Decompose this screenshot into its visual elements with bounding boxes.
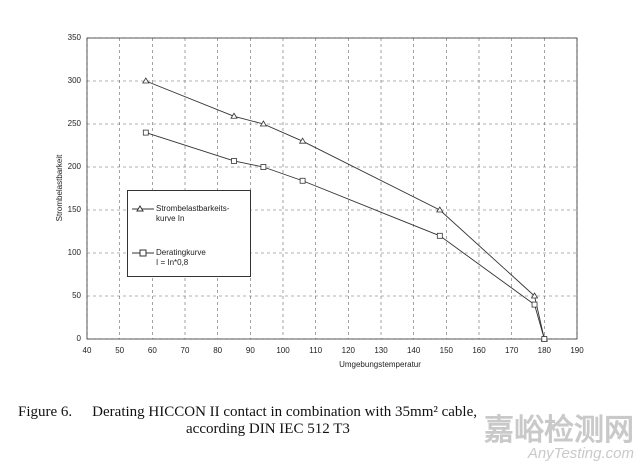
x-tick-label: 40 (83, 346, 92, 355)
chart: Umgebungstemperatur Strombelastbarkeit 0… (55, 33, 584, 369)
marker (298, 137, 307, 144)
marker (299, 177, 306, 184)
x-tick-label: 140 (407, 346, 421, 355)
marker (531, 301, 538, 308)
x-tick-label: 80 (213, 346, 222, 355)
legend-entry: Deratingkurve I = In*0,8 (156, 248, 206, 267)
y-tick-label: 50 (72, 291, 81, 300)
plot-frame (86, 37, 578, 340)
legend-entry: Strombelastbarkeits- kurve In (156, 204, 230, 223)
x-tick-label: 90 (246, 346, 255, 355)
y-axis-label: Strombelastbarkeit (55, 154, 64, 221)
x-tick-label: 120 (342, 346, 356, 355)
x-tick-label: 50 (115, 346, 124, 355)
marker (231, 158, 237, 164)
marker (230, 112, 238, 119)
caption: Figure 6. Derating HICCON II contact in c… (18, 404, 477, 438)
y-tick-label: 200 (68, 162, 82, 171)
x-tick-label: 110 (309, 346, 322, 355)
y-tick-label: 0 (77, 334, 82, 343)
x-tick-label: 170 (505, 346, 519, 355)
y-tick-label: 250 (68, 119, 82, 128)
caption-text: according DIN IEC 512 T3 (186, 421, 350, 437)
x-tick-label: 60 (148, 346, 157, 355)
y-tick-label: 150 (68, 205, 82, 214)
x-tick-label: 130 (374, 346, 388, 355)
watermark-cn: 嘉峪检测网 (484, 414, 634, 447)
watermark: 嘉峪检测网 AnyTesting.com (484, 405, 634, 461)
marker (541, 336, 548, 342)
caption-text: Derating HICCON II contact in combinatio… (92, 404, 477, 420)
caption-label: Figure 6. (18, 404, 73, 420)
marker (259, 120, 268, 127)
y-tick-label: 300 (68, 76, 82, 85)
x-tick-label: 150 (440, 346, 454, 355)
legend-symbols (132, 205, 154, 257)
x-axis-label: Umgebungstemperatur (339, 360, 421, 369)
marker (530, 292, 539, 299)
y-tick-label: 100 (68, 248, 82, 257)
x-tick-label: 160 (472, 346, 486, 355)
legend: Strombelastbarkeits- kurve In Deratingku… (127, 190, 251, 277)
x-tick-label: 70 (181, 346, 190, 355)
marker (436, 232, 443, 239)
x-tick-label: 190 (570, 346, 584, 355)
x-tick-label: 100 (276, 346, 290, 355)
x-tick-label: 180 (538, 346, 552, 355)
watermark-en: AnyTesting.com (527, 445, 634, 461)
marker (142, 129, 149, 136)
marker (436, 206, 444, 213)
marker (260, 164, 267, 170)
marker (142, 77, 150, 84)
y-tick-label: 350 (68, 33, 82, 42)
